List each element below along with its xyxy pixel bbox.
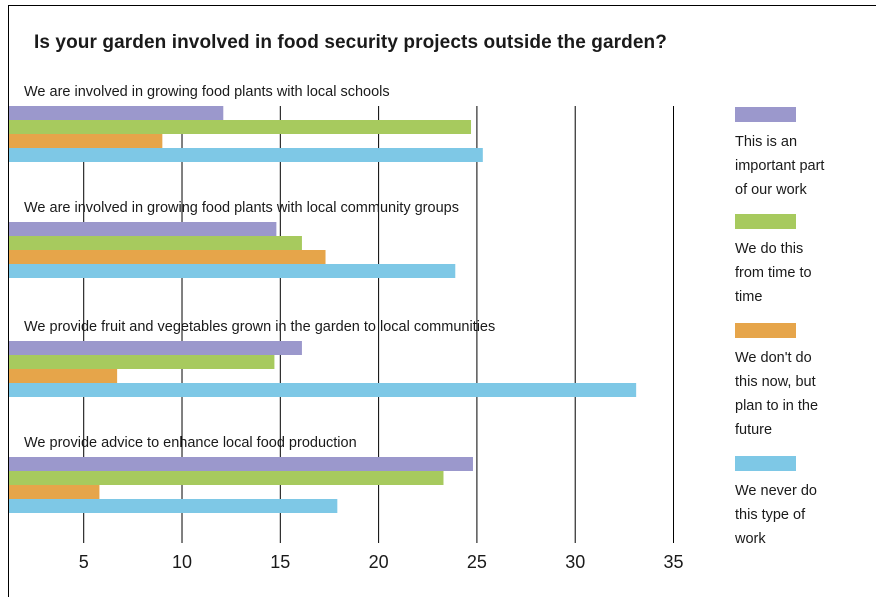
bar <box>9 134 163 148</box>
chart-frame <box>8 5 876 597</box>
bar <box>9 485 100 499</box>
x-axis-ticks: 5 10 15 20 25 30 35 <box>79 552 684 572</box>
legend-label: We don't do this now, but plan to in the fu… <box>735 350 818 438</box>
x-tick-label: 15 <box>270 552 290 572</box>
bar <box>9 236 302 250</box>
category-label: We are involved in growing food plants w… <box>24 84 390 100</box>
bar <box>9 250 326 264</box>
legend: This is an important part of our work We do… <box>734 107 824 547</box>
x-tick-label: 25 <box>467 552 487 572</box>
legend-swatch <box>735 214 796 229</box>
bar <box>9 264 456 278</box>
legend-label: We never do this type of work <box>734 483 817 547</box>
x-tick-label: 5 <box>79 552 89 572</box>
legend-swatch <box>735 323 796 338</box>
bar <box>9 222 277 236</box>
bar <box>9 457 473 471</box>
category-label: We are involved in growing food plants w… <box>24 200 459 216</box>
bar <box>9 499 338 513</box>
category-labels: We are involved in growing food plants w… <box>24 84 495 451</box>
bar <box>9 471 444 485</box>
x-tick-label: 35 <box>663 552 683 572</box>
x-tick-label: 30 <box>565 552 585 572</box>
category-label: We provide fruit and vegetables grown in… <box>24 319 495 335</box>
x-tick-label: 20 <box>369 552 389 572</box>
bar-area <box>9 106 637 513</box>
category-label: We provide advice to enhance local food … <box>24 435 357 451</box>
chart-title: Is your garden involved in food security… <box>34 32 667 53</box>
bar <box>9 148 483 162</box>
legend-swatch <box>735 107 796 122</box>
legend-label: This is an important part of our work <box>735 134 824 198</box>
x-tick-label: 10 <box>172 552 192 572</box>
legend-label: We do this from time to time <box>735 241 812 305</box>
bar <box>9 355 275 369</box>
bar <box>9 369 118 383</box>
legend-swatch <box>735 456 796 471</box>
bar <box>9 120 472 134</box>
bar <box>9 383 637 397</box>
bar <box>9 106 224 120</box>
bar <box>9 341 302 355</box>
